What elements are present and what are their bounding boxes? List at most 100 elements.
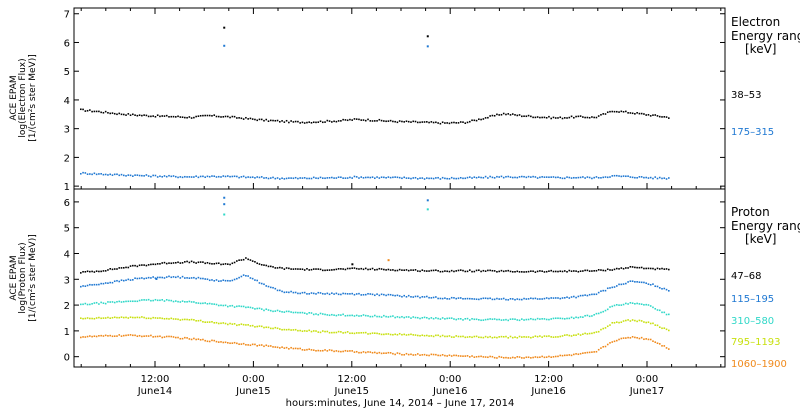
electron-data-point — [147, 115, 150, 118]
electron-data-point — [575, 115, 577, 118]
proton-data-point — [328, 331, 331, 334]
proton-data-point — [95, 317, 98, 319]
proton-data-point — [238, 276, 240, 279]
proton-data-point — [93, 302, 96, 304]
electron-series-0 — [80, 108, 670, 125]
proton-data-point — [129, 279, 132, 281]
proton-data-point — [80, 285, 82, 288]
proton-data-point — [360, 315, 363, 317]
electron-data-point — [407, 177, 410, 179]
proton-data-point — [179, 301, 182, 303]
electron-data-point — [258, 176, 261, 179]
electron-data-point — [301, 121, 304, 124]
electron-data-point — [625, 175, 627, 178]
proton-data-point — [500, 298, 503, 300]
electron-data-point — [143, 114, 145, 116]
proton-data-point — [489, 355, 491, 358]
electron-data-point — [170, 115, 173, 118]
proton-data-point — [591, 332, 593, 335]
proton-data-point — [204, 339, 206, 342]
electron-data-point — [432, 121, 435, 124]
proton-data-point — [213, 322, 216, 324]
proton-data-point — [426, 334, 428, 337]
proton-outlier-point — [223, 213, 226, 216]
electron-data-point — [618, 111, 620, 113]
proton-data-point — [423, 353, 426, 356]
electron-data-point — [380, 119, 383, 122]
proton-data-point — [518, 319, 521, 322]
proton-data-point — [613, 268, 616, 271]
proton-data-point — [629, 301, 632, 304]
xtick-date-label: June16 — [432, 386, 468, 397]
electron-data-point — [145, 174, 148, 176]
proton-data-point — [138, 316, 141, 319]
proton-data-point — [419, 296, 421, 299]
proton-data-point — [532, 270, 534, 273]
proton-data-point — [496, 357, 498, 359]
proton-data-point — [487, 336, 489, 339]
proton-data-point — [138, 277, 141, 280]
proton-data-point — [507, 337, 510, 339]
proton-data-point — [118, 334, 121, 336]
proton-data-point — [217, 341, 220, 343]
electron-data-point — [93, 172, 96, 175]
electron-data-point — [254, 118, 256, 121]
proton-data-point — [401, 295, 403, 298]
proton-data-point — [301, 291, 304, 294]
proton-data-point — [238, 305, 240, 307]
proton-data-point — [283, 347, 286, 349]
electron-data-point — [606, 111, 609, 114]
proton-data-point — [186, 318, 188, 321]
proton-data-point — [211, 263, 213, 265]
proton-data-point — [247, 275, 249, 277]
proton-data-point — [394, 294, 396, 297]
proton-data-point — [202, 320, 204, 323]
proton-data-point — [387, 316, 390, 318]
proton-data-point — [394, 333, 396, 336]
electron-data-point — [360, 176, 363, 178]
proton-data-point — [550, 336, 552, 338]
proton-data-point — [552, 356, 555, 358]
electron-data-point — [548, 115, 550, 118]
electron-data-point — [233, 175, 236, 178]
electron-data-point — [179, 116, 182, 118]
proton-data-point — [111, 301, 114, 303]
proton-data-point — [645, 282, 647, 284]
proton-data-point — [279, 266, 281, 269]
electron-data-point — [371, 176, 374, 178]
proton-data-point — [523, 336, 525, 338]
electron-data-point — [120, 113, 123, 116]
proton-data-point — [161, 317, 164, 320]
proton-data-point — [545, 356, 548, 358]
electron-data-point — [107, 111, 109, 114]
electron-data-point — [432, 177, 435, 180]
proton-data-point — [516, 356, 519, 358]
proton-data-point — [663, 268, 666, 270]
proton-data-point — [181, 275, 184, 278]
proton-data-point — [358, 315, 360, 317]
proton-data-point — [570, 316, 573, 319]
proton-data-point — [254, 261, 256, 263]
electron-data-point — [299, 177, 301, 179]
proton-data-point — [321, 349, 324, 352]
proton-data-point — [127, 266, 130, 269]
electron-data-point — [502, 176, 505, 179]
proton-data-point — [272, 310, 274, 313]
electron-data-point — [172, 175, 175, 177]
proton-data-point — [236, 277, 238, 280]
proton-data-point — [118, 280, 121, 283]
electron-data-point — [346, 119, 349, 122]
proton-data-point — [134, 264, 136, 267]
electron-data-point — [161, 115, 164, 117]
proton-data-point — [591, 351, 593, 353]
proton-data-point — [317, 291, 320, 294]
proton-data-point — [649, 338, 652, 341]
electron-data-point — [548, 176, 550, 179]
proton-data-point — [620, 337, 623, 340]
electron-data-point — [396, 176, 399, 179]
proton-data-point — [602, 345, 605, 348]
proton-data-point — [426, 316, 428, 319]
xtick-time-label: 12:00 — [141, 374, 170, 385]
proton-data-point — [405, 269, 408, 271]
proton-data-point — [292, 347, 295, 350]
